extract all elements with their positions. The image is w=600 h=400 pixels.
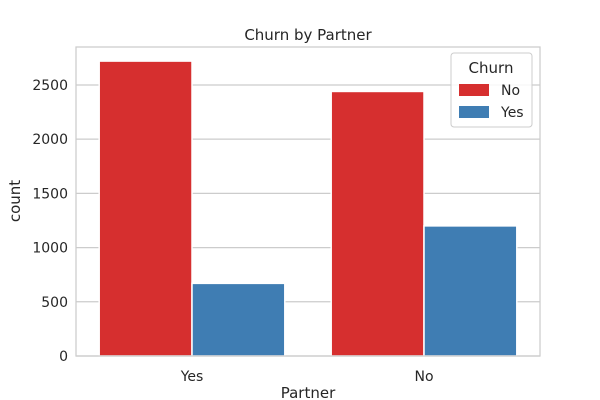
bar [191, 282, 286, 357]
bar [98, 60, 193, 357]
y-tick-labels: 0 500 1000 1500 2000 2500 [32, 78, 68, 365]
y-tick-label: 1500 [32, 186, 68, 202]
y-tick-label: 1000 [32, 241, 68, 257]
x-tick-label: Yes [180, 369, 204, 385]
x-tick-labels: Yes No [180, 369, 434, 385]
x-axis-label: Partner [281, 384, 336, 400]
y-tick-label: 0 [59, 349, 68, 365]
legend-label: Yes [500, 105, 524, 121]
legend-swatch [459, 106, 489, 118]
plot-frame [75, 46, 541, 357]
legend-title: Churn [469, 59, 514, 77]
legend: Churn No Yes [450, 52, 533, 128]
legend-entries: No Yes [459, 83, 524, 121]
y-tick-label: 2000 [32, 132, 68, 148]
bar [423, 225, 518, 357]
y-tick-label: 2500 [32, 78, 68, 94]
chart-title: Churn by Partner [244, 26, 372, 44]
legend-swatch [459, 84, 489, 96]
bar [330, 90, 425, 357]
bars [98, 60, 518, 357]
y-tick-label: 500 [41, 295, 68, 311]
x-tick-label: No [414, 369, 433, 385]
y-axis-label: count [6, 180, 24, 222]
legend-label: No [501, 83, 520, 99]
